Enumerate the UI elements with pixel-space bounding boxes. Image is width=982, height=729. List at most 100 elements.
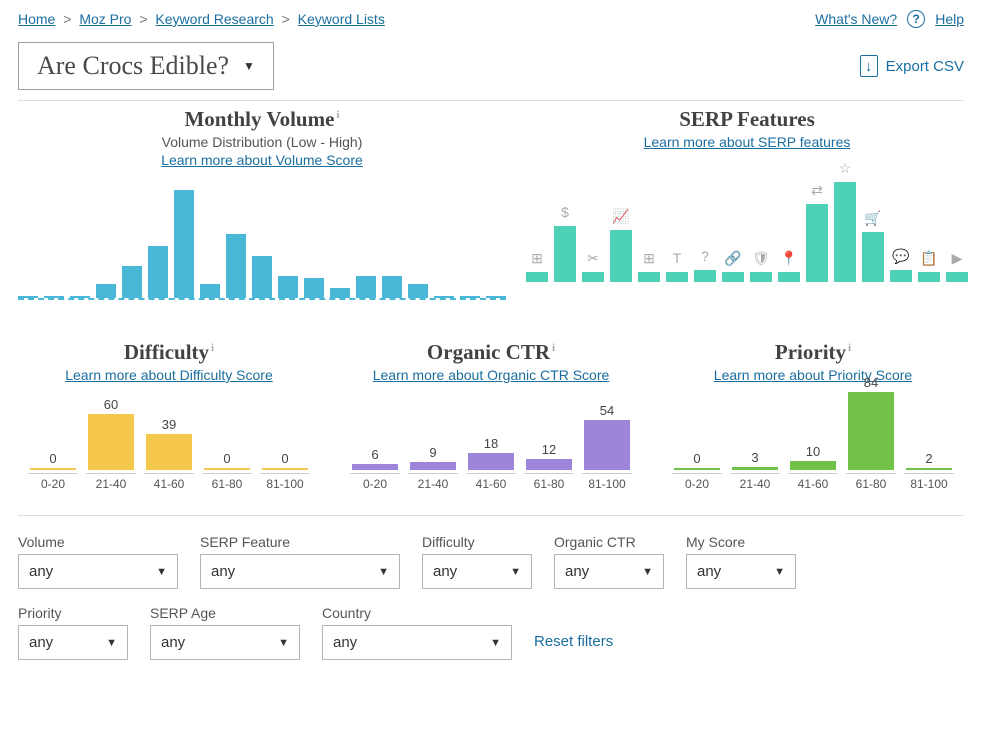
bar	[410, 462, 456, 470]
volume-bar	[226, 234, 246, 298]
help-link[interactable]: Help	[935, 11, 964, 27]
monthly-volume-chart: Monthly Volumei Volume Distribution (Low…	[18, 107, 506, 300]
bar	[30, 468, 76, 470]
breadcrumb-item[interactable]: Keyword Research	[155, 11, 273, 27]
volume-bar	[278, 276, 298, 298]
breadcrumb-item[interactable]: Home	[18, 11, 55, 27]
serp-feature-icon: 📈	[612, 208, 629, 226]
bar	[906, 468, 952, 470]
bar-category: 81-100	[904, 473, 954, 491]
chevron-down-icon: ▼	[774, 566, 785, 578]
serp-feature-icon: 📋	[920, 250, 937, 268]
filter-label: My Score	[686, 534, 796, 550]
volume-bar	[304, 278, 324, 298]
bar-value: 0	[693, 451, 700, 466]
bar-category: 21-40	[730, 473, 780, 491]
volume-bar	[70, 296, 90, 298]
filter-select[interactable]: any▼	[422, 554, 532, 589]
filter-priority: Priority any▼	[18, 605, 128, 660]
serp-feature-icon: ▶	[952, 250, 963, 268]
serp-bar	[638, 272, 660, 282]
help-icon[interactable]: ?	[907, 10, 925, 28]
serp-feature-column: ?	[694, 248, 716, 282]
serp-feature-column: 💬	[890, 248, 912, 282]
bar	[352, 464, 398, 470]
serp-feature-column: 📋	[918, 250, 940, 282]
filter-select[interactable]: any▼	[150, 625, 300, 660]
export-csv-button[interactable]: ↓ Export CSV	[860, 55, 964, 77]
chevron-down-icon: ▼	[156, 566, 167, 578]
filter-label: Priority	[18, 605, 128, 621]
volume-bar	[356, 276, 376, 298]
serp-feature-column: ⇄	[806, 182, 828, 282]
serp-feature-column: ▶	[946, 250, 968, 282]
serp-bar	[610, 230, 632, 282]
filter-select[interactable]: any▼	[686, 554, 796, 589]
volume-bar	[434, 296, 454, 298]
volume-bar	[174, 190, 194, 298]
breadcrumb: Home > Moz Pro > Keyword Research > Keyw…	[18, 11, 385, 27]
serp-bar	[750, 272, 772, 282]
chart-column: 061-80	[202, 451, 252, 491]
filter-select[interactable]: any▼	[554, 554, 664, 589]
bar-value: 39	[162, 417, 176, 432]
info-icon[interactable]: i	[211, 342, 214, 354]
chart-column: 921-40	[408, 445, 458, 491]
volume-bar	[486, 296, 506, 298]
reset-filters-link[interactable]: Reset filters	[534, 633, 613, 660]
bar	[468, 453, 514, 470]
bar-value: 6	[371, 447, 378, 462]
bar-category: 61-80	[846, 473, 896, 491]
chart-column: 60-20	[350, 447, 400, 491]
chart-column: 00-20	[672, 451, 722, 491]
difficulty-score-link[interactable]: Learn more about Difficulty Score	[65, 367, 273, 383]
info-icon[interactable]: i	[336, 109, 339, 121]
breadcrumb-item[interactable]: Moz Pro	[79, 11, 131, 27]
volume-bar	[200, 284, 220, 298]
organic-ctr-chart: Organic CTRi Learn more about Organic CT…	[340, 340, 642, 491]
info-icon[interactable]: i	[552, 342, 555, 354]
serp-feature-column: ☆	[834, 160, 856, 282]
filter-select[interactable]: any▼	[18, 554, 178, 589]
bar-value: 0	[49, 451, 56, 466]
bar	[584, 420, 630, 470]
bar-value: 0	[223, 451, 230, 466]
filters-section: Volumeany▼SERP Featureany▼Difficultyany▼…	[18, 534, 964, 660]
serp-bar	[526, 272, 548, 282]
serp-feature-icon: ⊞	[643, 250, 655, 268]
whats-new-link[interactable]: What's New?	[815, 11, 897, 27]
volume-bar	[44, 296, 64, 298]
filter-organic-ctr: Organic CTRany▼	[554, 534, 664, 589]
chart-column: 1041-60	[788, 444, 838, 491]
chart-column: 321-40	[730, 450, 780, 491]
filter-label: SERP Age	[150, 605, 300, 621]
filter-label: Country	[322, 605, 512, 621]
filter-difficulty: Difficultyany▼	[422, 534, 532, 589]
filter-select[interactable]: any▼	[200, 554, 400, 589]
serp-feature-column: 🛡	[750, 250, 772, 282]
serp-feature-icon: ☆	[839, 160, 852, 178]
chevron-down-icon: ▼	[278, 637, 289, 649]
filter-volume: Volumeany▼	[18, 534, 178, 589]
divider	[18, 100, 964, 101]
serp-bar	[890, 270, 912, 282]
serp-features-chart: SERP Features Learn more about SERP feat…	[526, 107, 968, 300]
priority-chart: Priorityi Learn more about Priority Scor…	[662, 340, 964, 491]
bar	[88, 414, 134, 470]
filter-select[interactable]: any▼	[322, 625, 512, 660]
volume-score-link[interactable]: Learn more about Volume Score	[161, 152, 363, 168]
serp-feature-column: ✂	[582, 250, 604, 282]
volume-bar	[382, 276, 402, 298]
organic-ctr-score-link[interactable]: Learn more about Organic CTR Score	[373, 367, 610, 383]
serp-feature-icon: 📍	[780, 250, 797, 268]
volume-bar	[96, 284, 116, 298]
serp-feature-column: 📍	[778, 250, 800, 282]
list-title-dropdown[interactable]: Are Crocs Edible? ▼	[18, 42, 274, 90]
serp-features-link[interactable]: Learn more about SERP features	[644, 134, 851, 150]
chevron-down-icon: ▼	[378, 566, 389, 578]
breadcrumb-item[interactable]: Keyword Lists	[298, 11, 385, 27]
info-icon[interactable]: i	[848, 342, 851, 354]
bar	[848, 392, 894, 470]
filter-select[interactable]: any▼	[18, 625, 128, 660]
serp-feature-icon: T	[673, 250, 682, 268]
